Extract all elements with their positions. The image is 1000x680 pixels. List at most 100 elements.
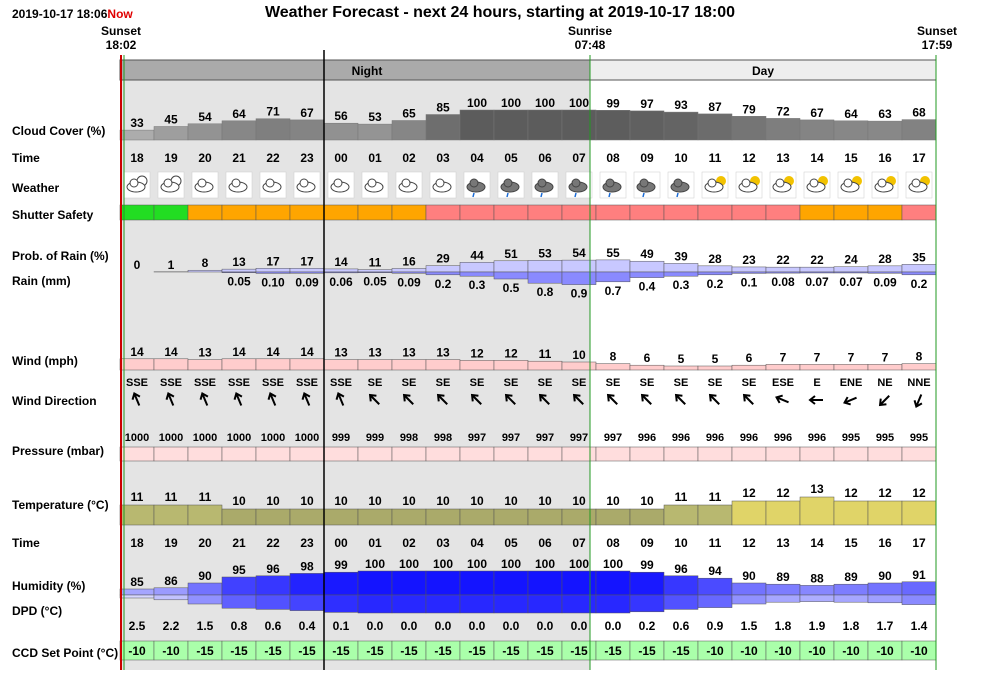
dpd-value: 1.9 [809,619,826,633]
time-label-2: 15 [844,536,858,550]
dpd-bar [357,594,393,614]
cloud-value: 71 [266,105,280,119]
ccd-value: -15 [264,644,282,658]
arrow-head [742,393,751,402]
wind-arrow-icon [267,392,277,406]
time-label-2: 20 [198,536,212,550]
pressure-cell [153,446,189,462]
prob-value: 49 [640,247,654,261]
wind-value: 14 [130,345,144,359]
shutter-cell [255,204,291,221]
cloud-value: 54 [198,110,212,124]
time-label: 10 [674,151,688,165]
temperature-bar [255,508,291,526]
wind-direction-label: SSE [126,377,148,389]
wind-arrow-icon [708,393,720,405]
prob-value: 17 [266,254,280,268]
temperature-bar [833,500,869,526]
dpd-value: 0.8 [231,619,248,633]
label-time: Time [12,151,40,165]
cloud-bar [425,114,461,141]
sun-cloud-icon [905,171,933,199]
label-dpd: DPD (°C) [12,604,63,618]
dpd-bar [697,594,733,608]
time-label: 02 [402,151,416,165]
time-label-2: 08 [606,536,620,550]
time-label: 15 [844,151,858,165]
arrow-head [199,392,209,400]
ccd-value: -10 [706,644,724,658]
humidity-bar [799,585,835,596]
cloud-value: 100 [501,96,521,110]
ccd-value: -10 [808,644,826,658]
wind-value: 6 [644,351,651,365]
dpd-value: 0.6 [265,619,282,633]
rain-value: 0.7 [605,284,622,298]
rain-bar [697,271,733,276]
cloud-puff [605,178,615,188]
wind-bar [153,358,189,371]
cloud-icon [293,171,321,199]
wind-value: 7 [814,350,821,364]
time-label: 04 [470,151,484,165]
wind-value: 13 [402,346,416,360]
cloud-bar [153,126,189,141]
rain-cloud-icon [531,171,559,199]
rain-value: 0.07 [839,275,863,289]
dpd-bar [391,594,427,614]
sun-cloud-icon [701,171,729,199]
label-rain: Rain (mm) [12,274,71,288]
current-date: 2019-10-17 18:06Now [12,7,133,21]
wind-arrow-icon [538,393,550,405]
time-label: 01 [368,151,382,165]
humidity-bar [187,582,223,596]
shutter-cell [901,204,937,221]
wind-arrow-icon [878,395,890,407]
rain-bar [221,271,257,273]
humidity-value: 100 [365,557,385,571]
prob-bar [867,265,903,273]
prob-value: 14 [334,255,348,269]
wind-direction-label: NNE [907,377,930,389]
shutter-cell [731,204,767,221]
time-label: 06 [538,151,552,165]
humidity-bar [901,581,937,596]
wind-arrow-icon [131,392,141,406]
cloud-value: 68 [912,106,926,120]
time-label: 03 [436,151,450,165]
arrow-shaft [269,394,277,406]
ccd-value: -15 [604,644,622,658]
shutter-cell [867,204,903,221]
rain-cloud-icon [599,171,627,199]
dpd-value: 1.5 [197,619,214,633]
dpd-value: 1.4 [911,619,928,633]
pressure-value: 996 [774,432,792,444]
wind-direction-label: SSE [262,377,284,389]
time-label-2: 07 [572,536,586,550]
ccd-value: -15 [468,644,486,658]
wind-direction-label: SE [470,377,485,389]
wind-direction-label: SSE [160,377,182,389]
rain-bar [731,271,767,274]
rain-bar [323,271,359,274]
wind-bar [867,364,903,371]
wind-arrow-icon [640,393,652,405]
arrow-head [843,396,851,406]
pressure-value: 999 [366,432,384,444]
wind-value: 13 [436,346,450,360]
sunset-start-time: 18:02 [105,38,137,52]
shutter-cell [833,204,869,221]
prob-bar [323,268,359,273]
rain-value: 0.1 [741,275,758,289]
shutter-cell [323,204,359,221]
wind-arrow-icon [674,393,686,405]
wind-value: 14 [232,345,246,359]
temperature-bar [323,508,359,526]
arrow-shaft [167,394,175,406]
humidity-bar [765,583,801,596]
time-label-2: 14 [810,536,824,550]
rain-value: 0.9 [571,287,588,301]
pressure-value: 997 [536,432,554,444]
cloud-bar [595,110,631,141]
